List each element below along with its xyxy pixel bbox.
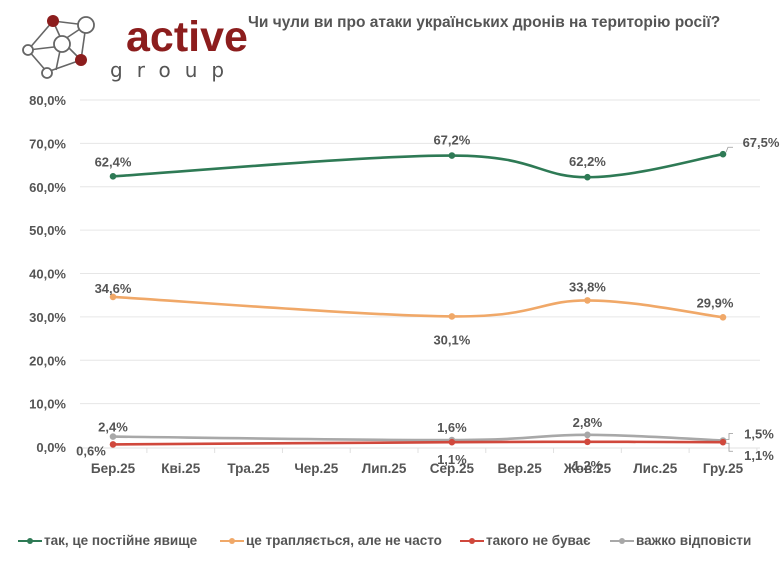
data-point <box>448 152 456 159</box>
x-tick-label: Чер.25 <box>294 461 338 476</box>
chart-title: Чи чули ви про атаки українських дронів … <box>248 14 721 31</box>
data-label: 0,6% <box>76 443 106 458</box>
x-tick-label: Лис.25 <box>633 461 678 476</box>
data-point <box>719 314 727 321</box>
leader-line <box>725 442 733 452</box>
leader-line <box>725 433 733 440</box>
y-tick-label: 40,0% <box>29 267 66 282</box>
series-line-1 <box>111 295 725 319</box>
legend-swatch-icon <box>610 535 634 547</box>
x-tick-label: Кві.25 <box>161 461 201 476</box>
data-label: 62,2% <box>569 154 606 169</box>
data-label: 1,1% <box>437 452 467 467</box>
legend-item[interactable]: важко відповісти <box>610 533 751 548</box>
legend-label: це трапляється, але не часто <box>246 533 442 548</box>
legend-swatch-icon <box>18 535 42 547</box>
y-tick-label: 0,0% <box>36 440 66 455</box>
y-tick-label: 70,0% <box>29 136 66 151</box>
legend-item[interactable]: це трапляється, але не часто <box>220 533 442 548</box>
data-point <box>584 438 591 446</box>
data-label: 1,5% <box>744 426 774 441</box>
series-line-2 <box>111 440 725 446</box>
x-tick-label: Тра.25 <box>227 461 270 476</box>
legend-label: важко відповісти <box>636 533 752 548</box>
data-point <box>109 293 117 301</box>
logo-wordmark: active <box>126 13 248 61</box>
legend-item[interactable]: так, це постійне явище <box>18 533 197 548</box>
x-tick-label: Сер.25 <box>430 461 475 476</box>
x-tick-label: Вер.25 <box>498 461 543 476</box>
data-point <box>448 438 456 446</box>
network-logo-icon <box>22 15 95 79</box>
data-label: 67,5% <box>743 135 780 150</box>
x-tick-label: Гру.25 <box>703 461 744 476</box>
x-tick-label: Лип.25 <box>362 461 407 476</box>
data-label: 1,1% <box>744 448 774 463</box>
data-label: 62,4% <box>95 154 132 169</box>
data-label: 1,6% <box>437 420 467 435</box>
legend-item[interactable]: такого не буває <box>460 533 591 548</box>
legend-swatch-icon <box>460 535 484 547</box>
data-point <box>584 297 591 304</box>
y-tick-label: 20,0% <box>29 353 66 368</box>
y-tick-label: 60,0% <box>29 180 66 195</box>
legend-label: такого не буває <box>486 533 591 548</box>
y-tick-label: 30,0% <box>29 310 66 325</box>
legend-label: так, це постійне явище <box>44 533 198 548</box>
x-tick-label: Жов.25 <box>563 461 612 476</box>
data-label: 2,8% <box>573 415 603 430</box>
x-tick-label: Бер.25 <box>91 461 136 476</box>
active-group-logo: active group <box>18 10 248 84</box>
data-point <box>719 150 727 158</box>
y-tick-label: 10,0% <box>29 397 66 412</box>
series-line-3 <box>111 433 725 442</box>
data-point <box>109 173 117 180</box>
leader-line <box>725 146 733 153</box>
data-label: 34,6% <box>95 281 132 296</box>
y-tick-label: 50,0% <box>29 223 66 238</box>
data-label: 67,2% <box>433 133 470 148</box>
data-point <box>109 433 117 440</box>
legend-swatch-icon <box>220 535 244 547</box>
data-label: 29,9% <box>697 295 734 310</box>
data-point <box>584 173 591 181</box>
data-point <box>719 438 727 446</box>
data-point <box>448 313 456 320</box>
y-tick-label: 80,0% <box>29 93 66 108</box>
data-label: 1,2% <box>573 458 603 473</box>
data-label: 2,4% <box>98 420 128 435</box>
data-point <box>584 431 591 439</box>
data-point <box>109 441 117 448</box>
data-label: 33,8% <box>569 279 606 294</box>
logo-subtitle: group <box>110 58 239 82</box>
series-line-0 <box>111 152 725 179</box>
data-label: 30,1% <box>433 332 470 347</box>
chart-legend: так, це постійне явище це трапляється, ал… <box>0 533 780 553</box>
